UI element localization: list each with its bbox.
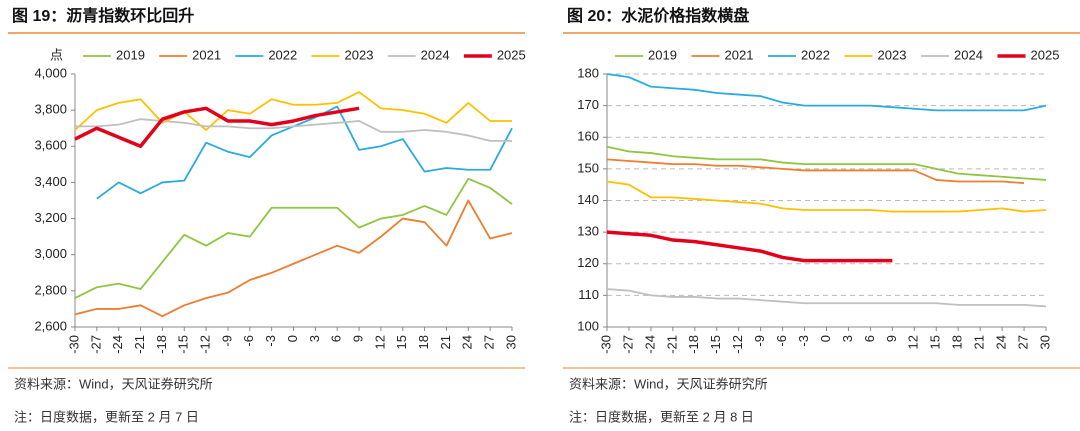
legend-label: 2025 [497,47,526,62]
legend-label: 2022 [268,47,297,62]
y-unit: 点 [50,47,63,62]
x-tick-label: -21 [664,335,679,354]
x-tick-label: 15 [928,335,943,349]
series-line [96,105,513,200]
legend-label: 2022 [801,47,830,62]
x-tick-label: 21 [438,335,453,349]
legend-label: 2023 [345,47,374,62]
x-tick-label: -6 [774,335,789,347]
x-tick-label: -18 [154,335,169,354]
note: 注：日度数据，更新至 2 月 8 日 [569,409,754,424]
source: 资料来源：Wind，天风证券研究所 [569,376,768,391]
y-tick-label: 3,600 [34,138,67,153]
y-tick-label: 140 [577,192,599,207]
y-tick-label: 170 [577,97,599,112]
legend-label: 2023 [878,47,907,62]
y-tick-label: 130 [577,224,599,239]
legend-label: 2021 [192,47,221,62]
x-tick-label: 15 [394,335,409,349]
y-tick-label: 160 [577,129,599,144]
x-tick-label: 18 [950,335,965,349]
series-line [74,177,513,299]
x-tick-label: 24 [994,335,1009,349]
series-line [606,230,893,263]
y-tick-label: 3,400 [34,174,67,189]
series-line [606,145,1047,181]
x-tick-label: -18 [686,335,701,354]
x-tick-label: 9 [884,335,899,342]
x-tick-label: 0 [285,335,300,342]
x-tick-label: 30 [503,335,518,349]
x-tick-label: -3 [263,335,278,347]
legend-label: 2021 [725,47,754,62]
x-tick-label: -30 [66,335,81,354]
y-tick-label: 110 [578,287,599,302]
series-line [606,180,1047,213]
x-tick-label: -9 [219,335,234,347]
x-tick-label: -12 [198,335,213,354]
x-tick-label: -27 [88,335,103,354]
y-tick-label: 4,000 [34,65,67,80]
y-tick-label: 180 [577,65,599,80]
chart-title: 图 20：水泥价格指数横盘 [567,6,749,25]
series-line [74,91,512,131]
series-line [606,73,1047,112]
y-tick-label: 3,800 [34,102,67,117]
legend-label: 2019 [116,47,145,62]
x-tick-label: 9 [350,335,365,342]
x-tick-label: 21 [972,335,987,349]
x-tick-label: -30 [598,335,613,354]
x-tick-label: 27 [1015,335,1030,349]
x-tick-label: -27 [620,335,635,354]
x-tick-label: 27 [482,335,497,349]
series-line [606,158,1025,185]
y-tick-label: 150 [577,160,599,175]
x-tick-label: -15 [708,335,723,354]
chart-title: 图 19：沥青指数环比回升 [12,6,194,25]
series-line [74,106,360,149]
y-tick-label: 100 [577,318,599,333]
y-tick-label: 2,600 [34,318,67,333]
legend-label: 2025 [1031,47,1060,62]
x-tick-label: 12 [906,335,921,349]
legend-label: 2024 [954,47,983,62]
x-tick-label: -24 [110,335,125,354]
series-line [606,288,1047,308]
y-tick-label: 2,800 [34,282,67,297]
y-tick-label: 3,200 [34,210,67,225]
x-tick-label: 18 [416,335,431,349]
x-tick-label: 6 [329,335,344,342]
x-tick-label: 12 [372,335,387,349]
x-tick-label: 0 [818,335,833,342]
x-tick-label: 3 [307,335,322,342]
x-tick-label: 6 [862,335,877,342]
x-tick-label: -21 [132,335,147,354]
x-tick-label: 30 [1037,335,1052,349]
x-tick-label: -9 [752,335,767,347]
x-tick-label: -24 [642,335,657,354]
legend-label: 2024 [421,47,450,62]
series-line [75,118,512,142]
legend-label: 2019 [648,47,677,62]
x-tick-label: 3 [840,335,855,342]
source: 资料来源：Wind，天风证券研究所 [14,376,213,391]
note: 注：日度数据，更新至 2 月 7 日 [14,409,199,424]
x-tick-label: -3 [796,335,811,347]
x-tick-label: -15 [176,335,191,354]
x-tick-label: -12 [730,335,745,354]
y-tick-label: 3,000 [34,246,67,261]
series-line [74,199,513,318]
x-tick-label: 24 [460,335,475,349]
y-tick-label: 120 [577,255,599,270]
x-tick-label: -6 [241,335,256,347]
